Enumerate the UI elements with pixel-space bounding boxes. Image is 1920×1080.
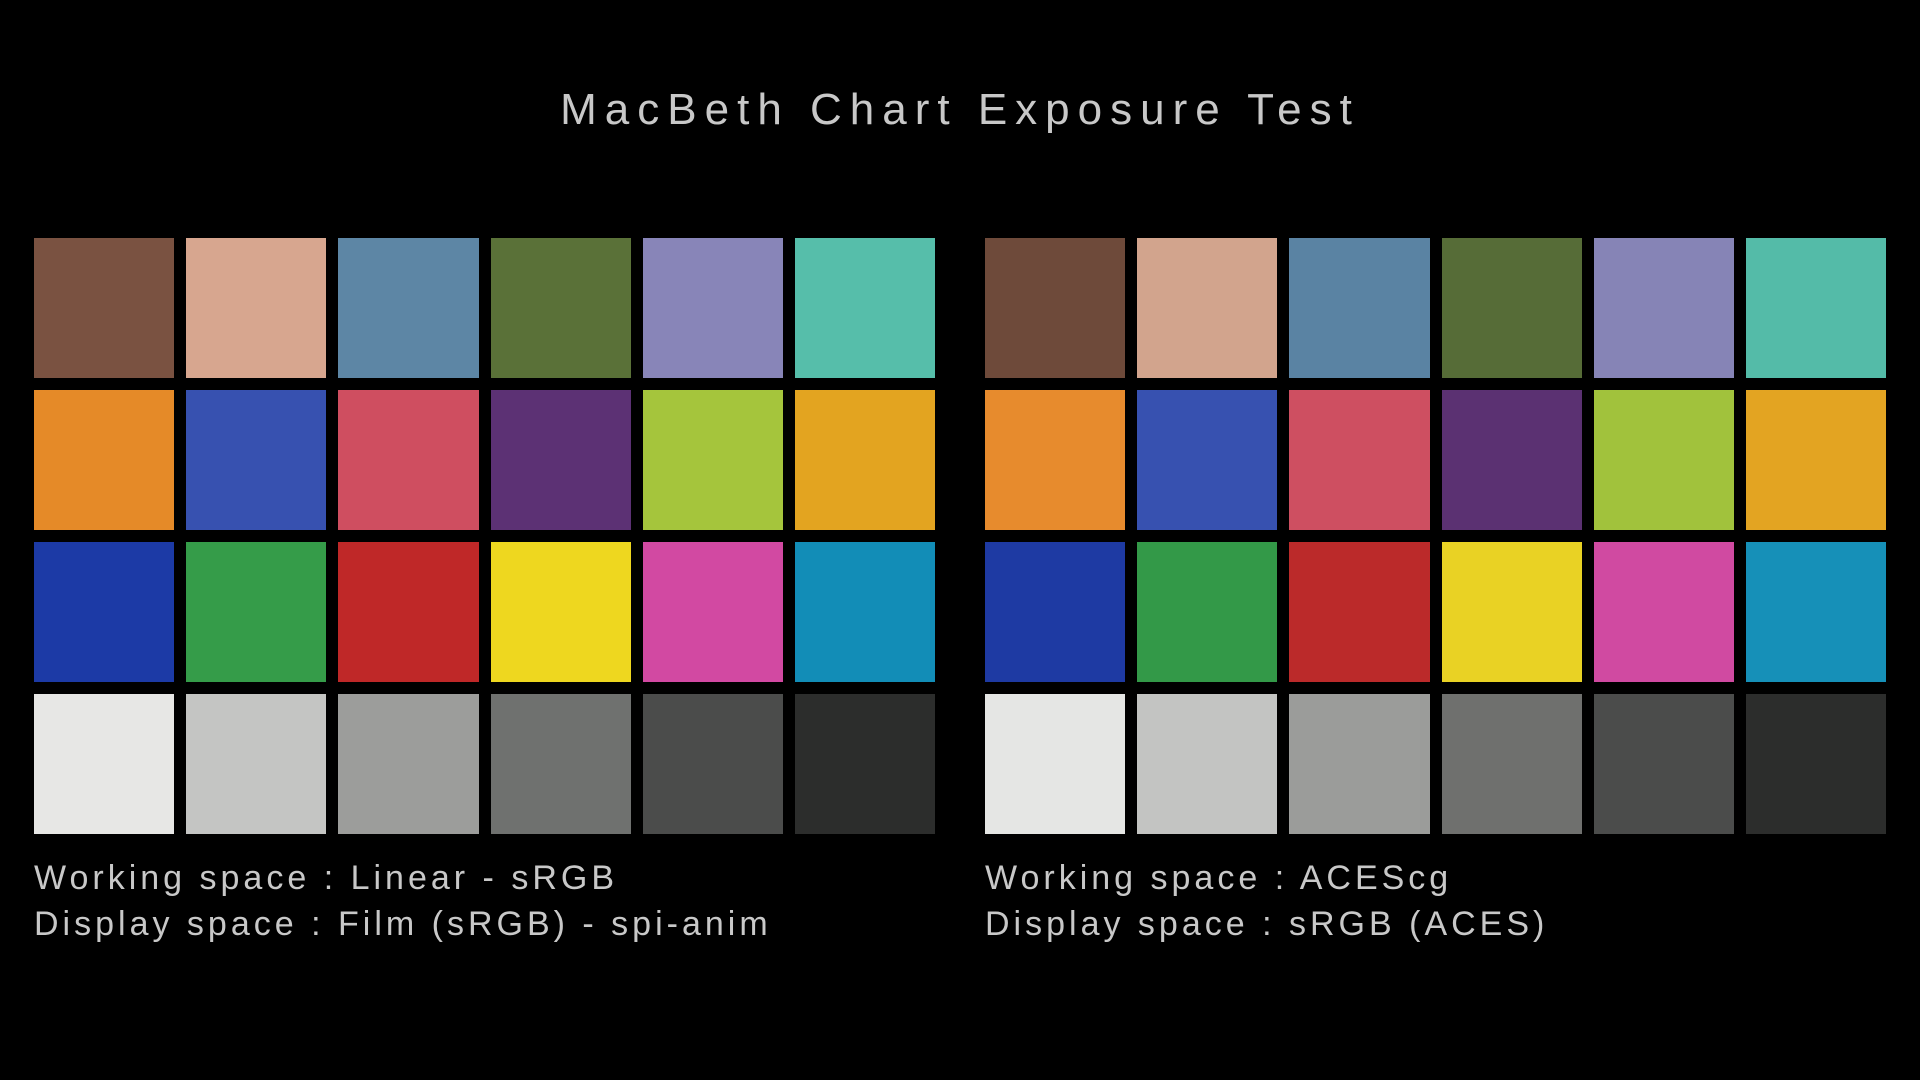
swatch <box>1746 694 1886 834</box>
swatch <box>1137 694 1277 834</box>
swatch <box>338 390 478 530</box>
swatch <box>643 542 783 682</box>
swatch <box>643 694 783 834</box>
swatch <box>1746 542 1886 682</box>
swatch <box>34 694 174 834</box>
swatch <box>1746 390 1886 530</box>
swatch <box>1746 238 1886 378</box>
swatch <box>186 238 326 378</box>
swatch <box>795 390 935 530</box>
swatch <box>338 694 478 834</box>
swatch <box>1289 542 1429 682</box>
swatch <box>1137 390 1277 530</box>
chart-right: Working space : ACEScg Display space : s… <box>985 238 1886 948</box>
swatch <box>643 390 783 530</box>
chart-left: Working space : Linear - sRGB Display sp… <box>34 238 935 948</box>
swatch <box>1137 238 1277 378</box>
swatch <box>795 694 935 834</box>
swatch <box>491 694 631 834</box>
swatch <box>1594 694 1734 834</box>
swatch <box>491 390 631 530</box>
caption-right: Working space : ACEScg Display space : s… <box>985 856 1886 948</box>
swatch <box>491 238 631 378</box>
macbeth-grid-right <box>985 238 1886 834</box>
swatch <box>1442 390 1582 530</box>
swatch <box>1442 238 1582 378</box>
swatch <box>985 390 1125 530</box>
swatch <box>795 542 935 682</box>
swatch <box>34 238 174 378</box>
swatch <box>1289 694 1429 834</box>
page-title: MacBeth Chart Exposure Test <box>0 85 1920 135</box>
swatch <box>643 238 783 378</box>
swatch <box>985 542 1125 682</box>
charts-row: Working space : Linear - sRGB Display sp… <box>34 238 1886 948</box>
swatch <box>34 542 174 682</box>
swatch <box>1442 542 1582 682</box>
swatch <box>491 542 631 682</box>
page-root: MacBeth Chart Exposure Test Working spac… <box>0 0 1920 1080</box>
swatch <box>1442 694 1582 834</box>
display-space-left: Display space : Film (sRGB) - spi-anim <box>34 902 935 948</box>
swatch <box>186 694 326 834</box>
swatch <box>1289 390 1429 530</box>
swatch <box>186 542 326 682</box>
display-space-right: Display space : sRGB (ACES) <box>985 902 1886 948</box>
macbeth-grid-left <box>34 238 935 834</box>
swatch <box>1289 238 1429 378</box>
caption-left: Working space : Linear - sRGB Display sp… <box>34 856 935 948</box>
working-space-left: Working space : Linear - sRGB <box>34 856 935 902</box>
swatch <box>338 238 478 378</box>
swatch <box>1594 390 1734 530</box>
swatch <box>1594 238 1734 378</box>
swatch <box>1594 542 1734 682</box>
swatch <box>985 238 1125 378</box>
swatch <box>34 390 174 530</box>
swatch <box>1137 542 1277 682</box>
swatch <box>186 390 326 530</box>
swatch <box>795 238 935 378</box>
swatch <box>985 694 1125 834</box>
working-space-right: Working space : ACEScg <box>985 856 1886 902</box>
swatch <box>338 542 478 682</box>
